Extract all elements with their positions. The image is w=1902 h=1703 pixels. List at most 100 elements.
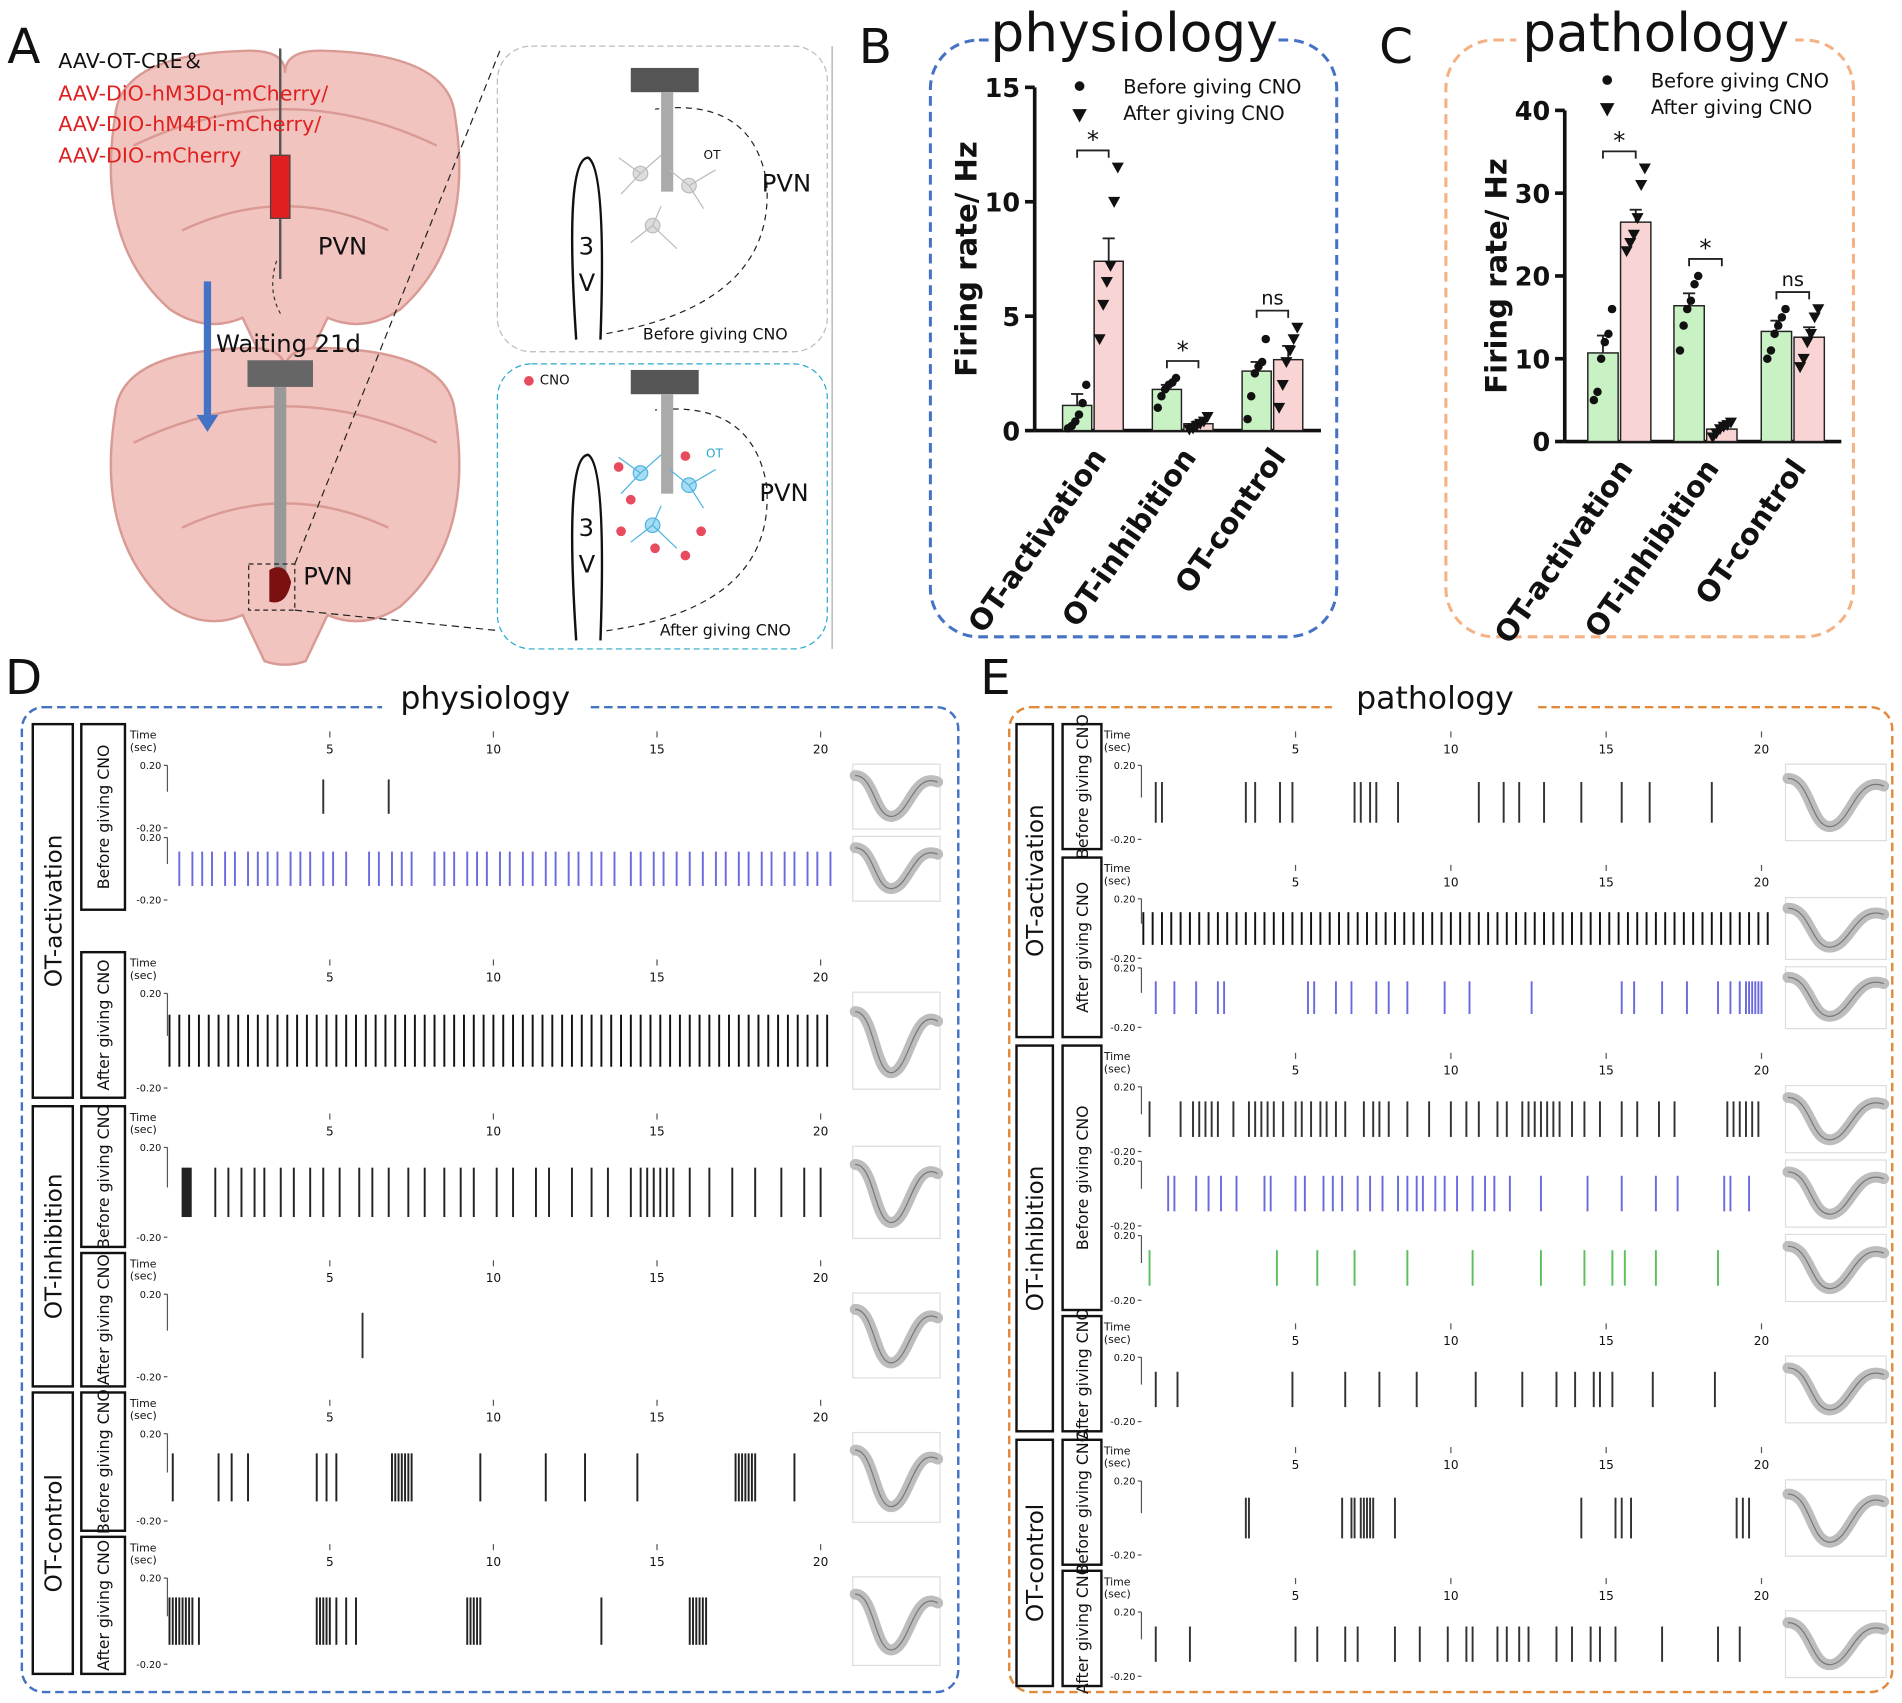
- data-point: [1287, 334, 1300, 346]
- legend-marker: [1602, 75, 1613, 85]
- x-tick-label: 10: [1443, 1064, 1458, 1078]
- x-tick-label: 20: [813, 1411, 828, 1425]
- y-tick-label: -0.20: [136, 1084, 161, 1095]
- condition-box: [80, 1535, 127, 1676]
- data-point: [1812, 304, 1825, 316]
- group-box: [1015, 722, 1055, 1039]
- time-label: (sec): [1104, 1587, 1131, 1600]
- y-tick-label: 0.20: [1114, 964, 1136, 975]
- significance-label: ns: [1782, 268, 1804, 291]
- data-point: [1631, 213, 1644, 225]
- waveform-frame: [1784, 1355, 1887, 1424]
- y-axis-label: Firing rate/ Hz: [949, 141, 983, 377]
- y-tick-label: 20: [1515, 263, 1550, 293]
- y-tick-label: -0.20: [1110, 1672, 1135, 1683]
- x-tick-label: 20: [813, 1555, 828, 1569]
- condition-box: [1061, 722, 1103, 851]
- raster-title: pathology: [1356, 680, 1514, 716]
- region-label: PVN: [318, 232, 367, 261]
- data-point: [1283, 345, 1297, 357]
- waveform-mean: [855, 774, 938, 818]
- y-tick-label: 5: [1002, 303, 1020, 333]
- waveform-frame: [1784, 1159, 1887, 1228]
- data-point: [1074, 410, 1084, 419]
- data-point: [1082, 380, 1091, 390]
- legend-marker: [1599, 103, 1615, 117]
- electrode: [661, 92, 674, 192]
- y-tick-label: 40: [1515, 97, 1550, 127]
- bar: [1673, 305, 1705, 443]
- condition-box: [80, 1391, 127, 1532]
- x-tick-label: 10: [1443, 1458, 1458, 1472]
- group-label: OT-control: [41, 1474, 67, 1592]
- data-point: [1600, 337, 1610, 347]
- x-tick-label: 5: [1292, 1334, 1300, 1348]
- pvn-outline: [606, 107, 768, 335]
- x-tick-label: 15: [1598, 876, 1613, 890]
- group-box: [1015, 1438, 1055, 1688]
- time-label: Time: [1103, 729, 1131, 742]
- significance-label: *: [1087, 125, 1099, 154]
- time-label: Time: [1103, 1575, 1131, 1588]
- condition-label: After giving CNO: [1073, 1308, 1092, 1439]
- time-label: (sec): [1104, 1333, 1131, 1346]
- time-label: (sec): [130, 1409, 157, 1422]
- waveform-frame: [1784, 966, 1887, 1030]
- waveform-frame: [1784, 1610, 1887, 1679]
- data-point: [1624, 237, 1637, 249]
- condition-box: [80, 950, 127, 1099]
- data-point: [1638, 163, 1651, 175]
- waveform-mean: [855, 1449, 938, 1508]
- time-label: (sec): [130, 741, 157, 754]
- condition-label: Before giving CNO: [1073, 714, 1092, 859]
- significance-bracket: [1165, 360, 1200, 369]
- x-tick-label: 15: [649, 1124, 664, 1138]
- bar: [1272, 358, 1304, 432]
- x-tick-label: 15: [1598, 742, 1613, 756]
- data-point: [1808, 312, 1821, 324]
- data-point: [1261, 334, 1271, 344]
- data-point: [1276, 379, 1289, 391]
- arrow-shaft: [203, 281, 212, 418]
- y-tick-label: 0.20: [140, 761, 162, 772]
- time-label: (sec): [1104, 1062, 1131, 1075]
- condition-label: Before giving CNO: [94, 1104, 113, 1249]
- x-tick-label: 5: [326, 1411, 334, 1425]
- ventricle-label: 3: [579, 513, 594, 542]
- condition-label: Before giving CNO: [643, 325, 788, 344]
- electrode-head: [630, 369, 699, 395]
- x-tick-label: 15: [1598, 1064, 1613, 1078]
- waveform-mean: [855, 847, 938, 890]
- y-tick-label: -0.20: [136, 1233, 161, 1244]
- significance-label: *: [1613, 126, 1625, 155]
- bar: [1793, 336, 1826, 443]
- waveform-frame: [852, 835, 941, 902]
- time-label: (sec): [1104, 741, 1131, 754]
- time-label: Time: [129, 729, 157, 742]
- y-tick-label: 0.20: [140, 1429, 162, 1440]
- data-point: [1801, 337, 1814, 349]
- data-point: [1078, 398, 1087, 408]
- injection-label: AAV-OT-CRE＆: [58, 49, 203, 73]
- virus-label: AAV-DIO-hM4Di-mCherry/: [58, 112, 321, 136]
- time-label: (sec): [130, 1123, 157, 1136]
- waveform-mean: [1787, 1096, 1884, 1141]
- panel-label: A: [7, 19, 40, 75]
- x-tick-label: 10: [1443, 876, 1458, 890]
- waveform-frame: [852, 1145, 941, 1240]
- time-label: (sec): [130, 1270, 157, 1283]
- waveform-frame: [1784, 1479, 1887, 1557]
- x-tick-label: 15: [1598, 1458, 1613, 1472]
- time-label: Time: [129, 957, 157, 970]
- group-box: [31, 1105, 75, 1388]
- x-tick-label: 5: [1292, 1064, 1300, 1078]
- y-tick-label: -0.20: [1110, 1551, 1135, 1562]
- waveform-mean: [1787, 1493, 1884, 1543]
- data-point: [1627, 229, 1640, 241]
- data-point: [1794, 362, 1807, 374]
- data-point: [1635, 180, 1648, 191]
- y-tick-label: 0.20: [140, 1290, 162, 1301]
- y-tick-label: -0.20: [1110, 1147, 1135, 1158]
- condition-label: After giving CNO: [1073, 1563, 1092, 1694]
- x-tick-label: 15: [1598, 1334, 1613, 1348]
